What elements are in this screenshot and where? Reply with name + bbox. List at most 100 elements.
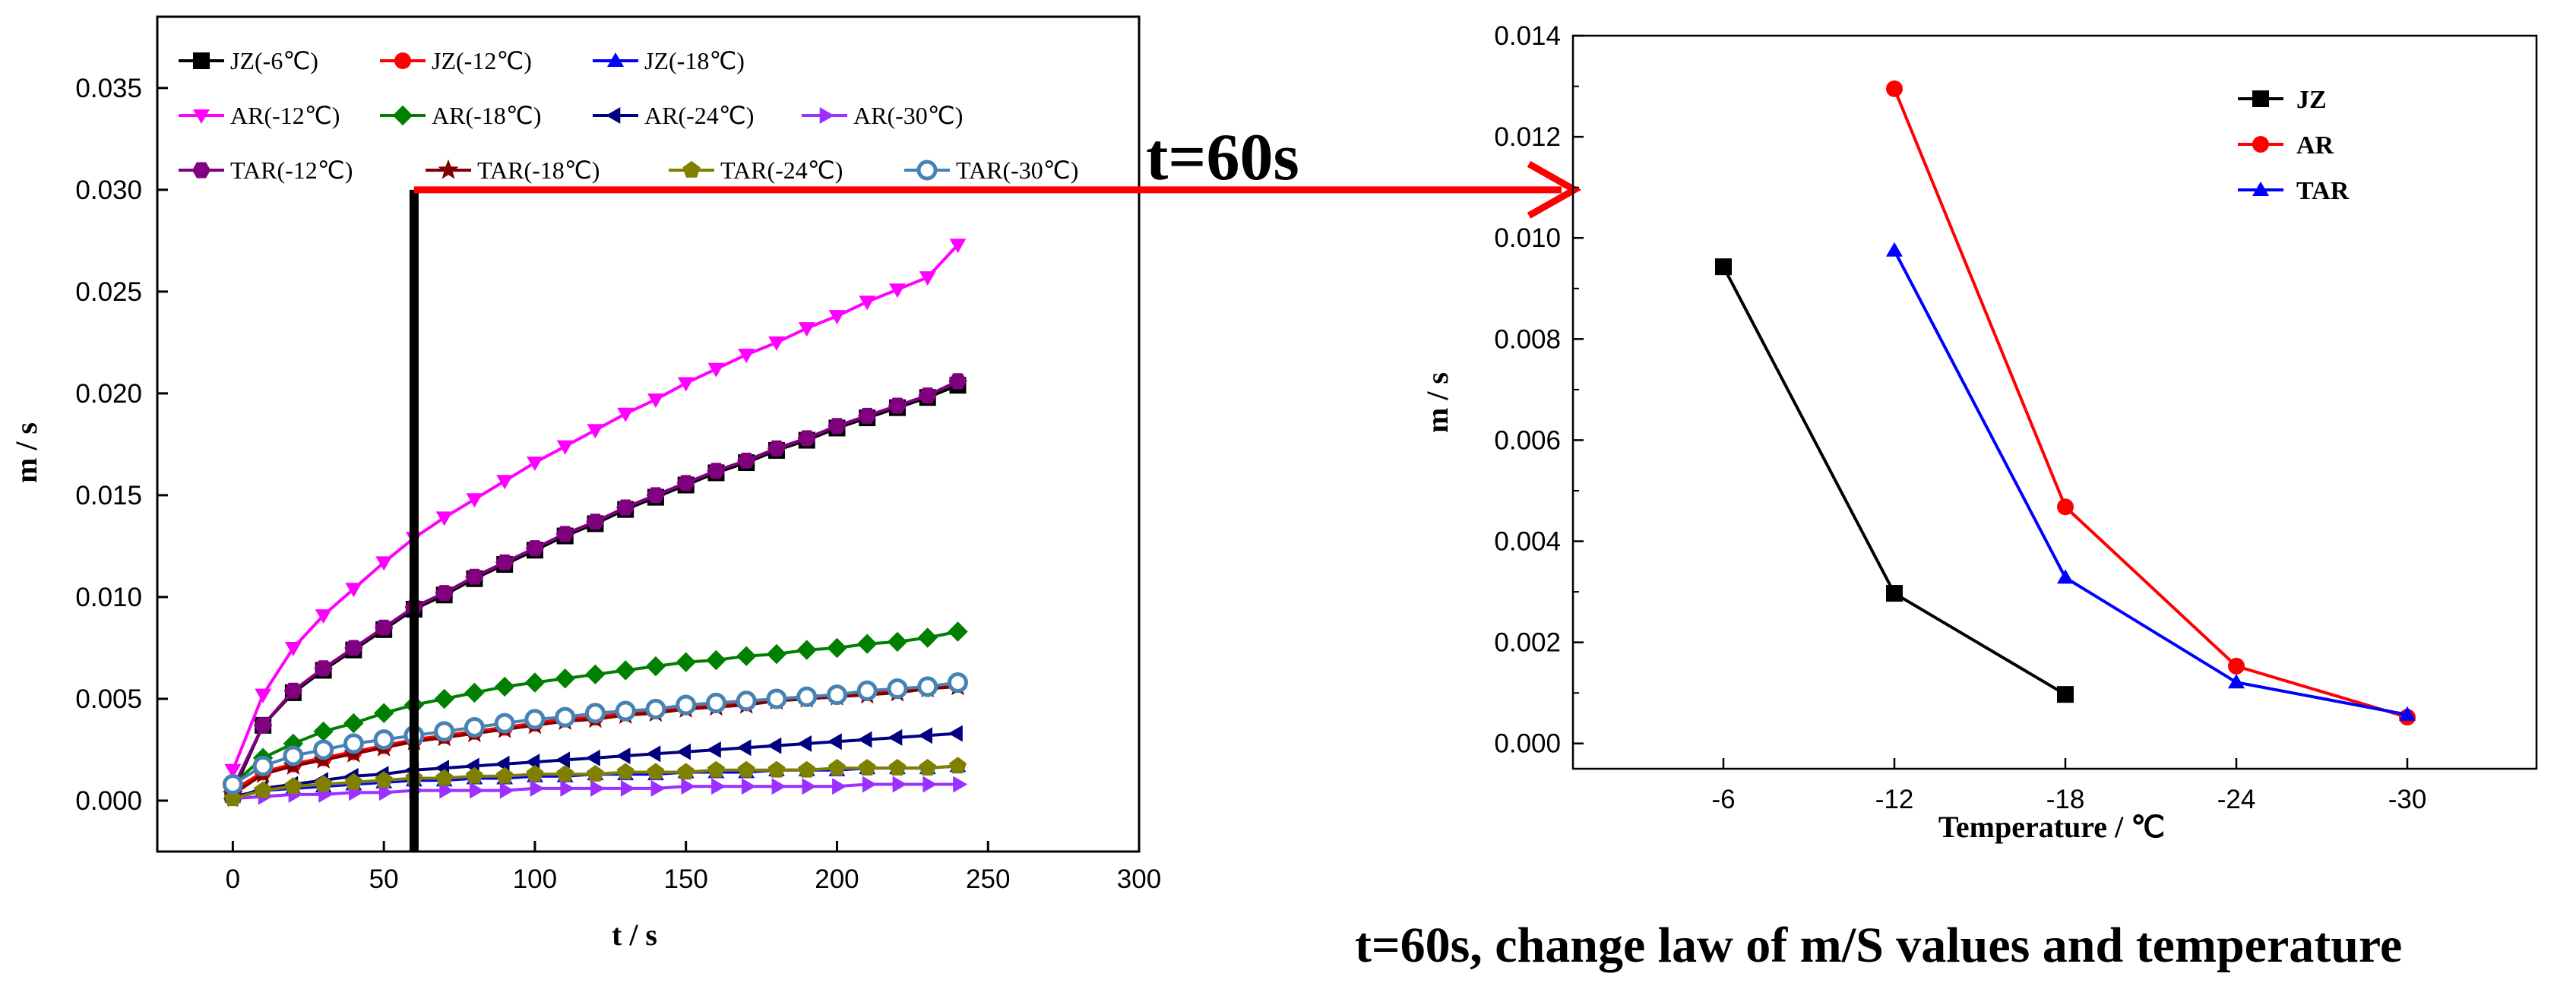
left-x-tick-label: 200 [815, 864, 859, 894]
data-point-JZ [1886, 585, 1903, 602]
legend-marker-TAR(-18℃) [438, 159, 459, 179]
right-series-group [1715, 80, 2416, 726]
right-y-tick-label: 0.002 [1494, 628, 1561, 658]
data-point-AR(-30℃) [650, 779, 666, 797]
left-y-tick-label: 0.035 [75, 74, 142, 103]
data-point-AR [2228, 657, 2245, 675]
data-point-TAR(-24℃) [677, 763, 695, 780]
data-point-AR(-18℃) [524, 672, 546, 693]
data-point-TAR(-30℃) [252, 755, 274, 776]
legend-marker-AR [2252, 136, 2269, 153]
data-point-AR(-12℃) [949, 239, 967, 254]
data-point-AR(-30℃) [499, 782, 514, 799]
data-point-AR(-12℃) [527, 457, 543, 471]
right-x-tick-label: -30 [2388, 785, 2427, 814]
data-point-TAR(-30℃) [676, 694, 697, 716]
left-y-ticks: 0.000 0.005 0.010 0.015 0.020 0.025 0.030 0.035 [75, 74, 168, 816]
legend-label-TAR(-24℃): TAR(-24℃) [720, 156, 843, 184]
data-point-AR(-24℃) [918, 727, 932, 744]
right-y-tick-label: 0.008 [1494, 324, 1561, 354]
data-point-TAR(-24℃) [586, 765, 604, 782]
legend-marker-JZ(-6℃) [193, 52, 210, 69]
legend-label-AR(-24℃): AR(-24℃) [644, 102, 754, 129]
data-point-TAR(-24℃) [254, 781, 272, 798]
data-point-AR(-18℃) [857, 634, 878, 654]
data-point-TAR(-24℃) [375, 771, 393, 788]
legend-label-AR(-12℃): AR(-12℃) [230, 102, 340, 129]
data-point-TAR(-12℃) [495, 554, 514, 570]
left-y-tick-label: 0.000 [75, 786, 142, 816]
data-point-TAR(-24℃) [556, 765, 574, 782]
t60-annotation [409, 160, 1582, 852]
data-point-TAR(-30℃) [826, 684, 847, 706]
data-point-AR(-24℃) [797, 735, 812, 752]
right-x-tick-label: -24 [2217, 785, 2256, 814]
data-point-AR(-12℃) [255, 688, 272, 703]
legend-label-TAR(-12℃): TAR(-12℃) [230, 156, 353, 184]
data-point-AR(-12℃) [466, 493, 483, 508]
right-y-tick-label: 0.006 [1494, 425, 1561, 455]
data-point-TAR(-30℃) [434, 721, 455, 742]
data-point-TAR(-12℃) [676, 475, 695, 491]
data-point-AR(-12℃) [889, 283, 906, 299]
data-point-TAR(-24℃) [616, 763, 635, 780]
legend-marker-AR(-30℃) [819, 107, 834, 124]
data-point-TAR(-12℃) [707, 463, 726, 479]
data-point-TAR(-30℃) [917, 676, 938, 697]
data-point-AR(-30℃) [560, 779, 575, 797]
data-point-TAR [2228, 674, 2245, 689]
legend-label-JZ(-6℃): JZ(-6℃) [230, 47, 318, 74]
legend-marker-TAR(-12℃) [191, 162, 211, 179]
left-plot-frame [156, 15, 1141, 853]
series-line-JZ(-6℃) [231, 384, 959, 794]
data-point-AR(-24℃) [646, 745, 661, 763]
data-point-AR(-24℃) [948, 725, 963, 742]
series-AR(-30℃) [228, 776, 968, 807]
data-point-AR(-12℃) [496, 475, 514, 490]
data-point-TAR(-12℃) [555, 526, 574, 542]
data-point-AR(-12℃) [647, 393, 664, 408]
data-point-TAR(-30℃) [645, 698, 666, 719]
data-point-TAR(-24℃) [344, 773, 362, 790]
data-point-TAR(-30℃) [584, 703, 606, 724]
data-point-TAR(-30℃) [766, 688, 787, 709]
t60-annotation-label: t=60s [1146, 121, 1299, 194]
data-point-TAR(-24℃) [284, 777, 302, 794]
data-point-TAR(-30℃) [283, 745, 304, 766]
data-point-AR(-18℃) [495, 676, 515, 697]
data-point-AR(-18℃) [434, 688, 454, 709]
data-point-TAR(-24℃) [495, 766, 514, 784]
left-x-tick-label: 100 [513, 864, 557, 894]
data-point-TAR(-24℃) [315, 775, 333, 792]
data-point-AR(-30℃) [620, 779, 635, 797]
left-x-tick-label: 0 [226, 864, 240, 894]
data-point-TAR(-24℃) [858, 759, 876, 776]
data-point-TAR(-24℃) [767, 760, 786, 778]
data-point-TAR(-30℃) [464, 716, 485, 738]
data-point-TAR(-24℃) [919, 759, 937, 776]
data-point-AR(-18℃) [736, 646, 757, 666]
data-point-JZ [2057, 686, 2074, 703]
legend-label-JZ: JZ [2296, 86, 2327, 114]
data-point-AR(-18℃) [585, 664, 606, 684]
data-point-TAR [2399, 706, 2416, 721]
data-point-AR(-18℃) [948, 621, 968, 642]
right-y-tick-label: 0.010 [1494, 223, 1561, 253]
data-point-TAR(-24℃) [435, 769, 454, 786]
data-point-AR(-12℃) [587, 424, 604, 439]
data-point-TAR(-12℃) [797, 430, 816, 447]
data-point-TAR(-12℃) [858, 407, 877, 424]
right-y-tick-label: 0.000 [1494, 729, 1561, 759]
data-point-AR(-12℃) [617, 407, 635, 422]
left-x-tick-label: 150 [663, 864, 707, 894]
data-point-AR(-30℃) [681, 778, 696, 795]
data-point-TAR(-30℃) [494, 713, 515, 734]
data-point-TAR(-12℃) [616, 499, 635, 516]
data-point-TAR(-30℃) [887, 678, 908, 700]
data-point-AR(-12℃) [284, 642, 302, 656]
left-series-group [222, 239, 969, 807]
data-point-AR(-30℃) [953, 776, 968, 793]
data-point-TAR(-12℃) [918, 387, 937, 403]
data-point-TAR(-24℃) [526, 765, 544, 782]
series-JZ(-6℃) [224, 377, 967, 801]
